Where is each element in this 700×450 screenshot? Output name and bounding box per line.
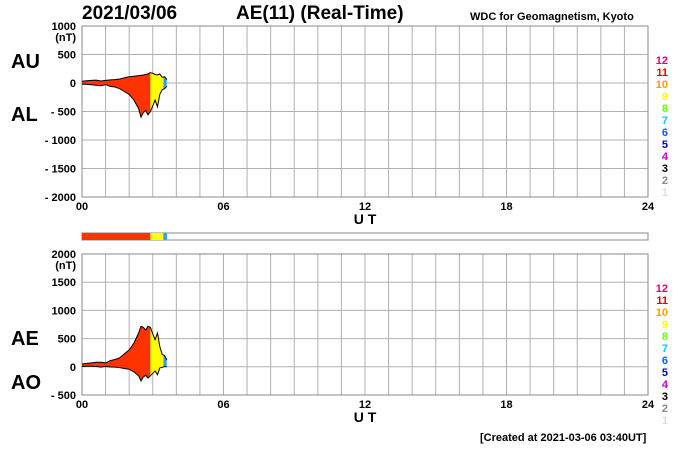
au-al-x-tick-label: 24 <box>642 201 655 213</box>
ae-ao-legend-count: 8 <box>662 331 668 343</box>
ae-ao-area-segment <box>150 327 164 376</box>
ae-ao-y-tick-label: 1000 <box>52 305 76 317</box>
ae-ao-x-tick-label: 24 <box>642 399 655 411</box>
au-al-legend-count: 11 <box>656 67 668 79</box>
ae-ao-x-tick-label: 18 <box>500 399 512 411</box>
series-line-al <box>81 83 168 119</box>
au-al-x-tick-label: 00 <box>76 201 88 213</box>
au-al-x-tick-label: 18 <box>500 201 512 213</box>
station-count-segment <box>150 233 164 240</box>
ae-ao-legend-count: 6 <box>662 355 668 367</box>
ae-ao-y-tick-label: 500 <box>58 334 76 346</box>
au-al-y-tick-label: - 1500 <box>45 164 76 176</box>
au-al-legend-count: 9 <box>662 91 668 103</box>
station-count-segment <box>163 233 167 240</box>
au-al-y-tick-label: - 500 <box>51 107 76 119</box>
au-al-unit-label: (nT) <box>55 32 76 44</box>
ae-ao-legend-count: 3 <box>662 391 668 403</box>
data-source: WDC for Geomagnetism, Kyoto <box>470 11 634 23</box>
au-al-legend-count: 1 <box>662 187 668 199</box>
ae-ao-x-tick-label: 00 <box>76 399 88 411</box>
au-al-legend-count: 8 <box>662 103 668 115</box>
ae-ao-plot-frame <box>81 253 649 396</box>
ae-ao-y-tick-label: 0 <box>70 362 76 374</box>
au-al-legend-count: 5 <box>662 139 668 151</box>
au-label: AU <box>11 51 40 73</box>
ae-ao-legend-count: 2 <box>662 403 668 415</box>
au-al-legend-count: 2 <box>662 175 668 187</box>
ae-ao-x-tick-label: 12 <box>359 399 371 411</box>
ae-ao-y-tick-label: 2000 <box>52 249 76 261</box>
ae-ao-x-axis-label: U T <box>354 409 377 425</box>
series-line-au <box>81 72 168 82</box>
ae-ao-x-tick-label: 06 <box>217 399 229 411</box>
ae-ao-area-segment <box>82 326 151 381</box>
ae-ao-legend-count: 11 <box>656 295 668 307</box>
ae-ao-legend-count: 7 <box>662 343 668 355</box>
ae-ao-area-segment <box>163 355 167 367</box>
au-al-plot-frame <box>81 25 649 198</box>
date-title: 2021/03/06 <box>82 3 178 24</box>
au-al-y-tick-label: - 1000 <box>45 135 76 147</box>
au-al-y-tick-label: 1000 <box>52 21 76 33</box>
chart-title: AE(11) (Real-Time) <box>236 3 404 24</box>
ae-ao-legend-count: 9 <box>662 319 668 331</box>
ae-ao-legend-count: 1 <box>662 415 668 427</box>
au-al-area-segment <box>82 72 151 118</box>
ae-ao-y-tick-label: 1500 <box>52 277 76 289</box>
ae-ao-legend-count: 4 <box>662 379 669 391</box>
ae-label: AE <box>11 328 39 350</box>
ae-ao-legend-count: 5 <box>662 367 668 379</box>
ae-ao-legend-count: 12 <box>656 283 668 295</box>
au-al-x-axis-label: U T <box>354 211 377 227</box>
au-al-legend-count: 3 <box>662 163 668 175</box>
series-line-ae <box>81 325 168 365</box>
au-al-area-segment <box>163 76 167 90</box>
created-timestamp: [Created at 2021-03-06 03:40UT] <box>480 432 647 444</box>
ae-ao-y-tick-label: - 500 <box>51 390 76 402</box>
au-al-y-tick-label: 500 <box>58 50 76 62</box>
station-count-segment <box>82 233 151 240</box>
au-al-legend-count: 7 <box>662 115 668 127</box>
au-al-area-segment <box>150 72 164 112</box>
ae-ao-unit-label: (nT) <box>55 260 76 272</box>
au-al-x-tick-label: 06 <box>217 201 229 213</box>
au-al-legend-count: 12 <box>656 55 668 67</box>
au-al-legend-count: 4 <box>662 151 669 163</box>
au-al-y-tick-label: - 2000 <box>45 192 76 204</box>
ao-label: AO <box>11 372 41 394</box>
au-al-y-tick-label: 0 <box>70 78 76 90</box>
au-al-legend-count: 6 <box>662 127 668 139</box>
al-label: AL <box>11 104 38 126</box>
series-line-ao <box>81 365 167 382</box>
au-al-x-tick-label: 12 <box>359 201 371 213</box>
ae-ao-legend-count: 10 <box>656 307 668 319</box>
au-al-legend-count: 10 <box>656 79 668 91</box>
